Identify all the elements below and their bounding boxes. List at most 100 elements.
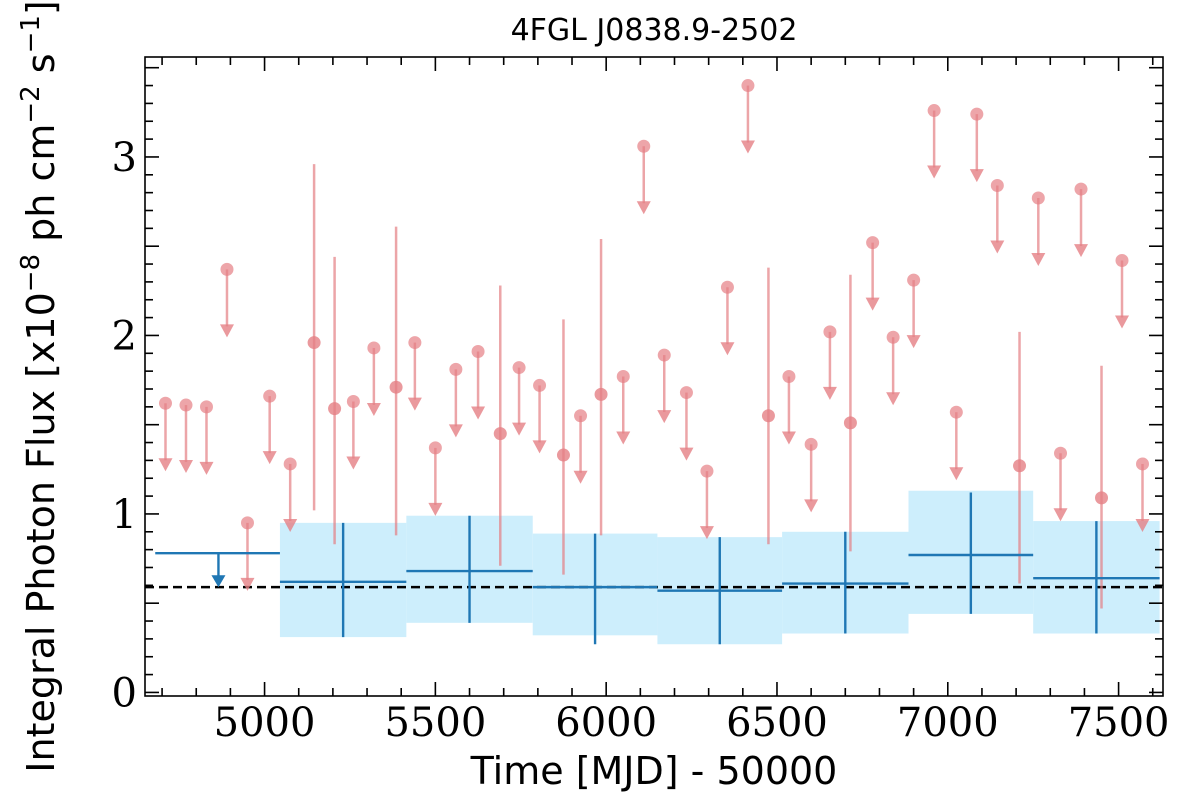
- fine-detection-point: [328, 402, 342, 416]
- fine-upper-limit-point: [346, 394, 360, 408]
- axis-ticks: [145, 57, 1163, 696]
- fine-upper-limit-point: [782, 370, 796, 383]
- fine-upper-limit-arrow: [366, 402, 381, 416]
- fine-upper-limit-arrow: [949, 467, 964, 481]
- fine-upper-limit-point: [804, 437, 818, 451]
- fine-upper-limit-arrow: [720, 342, 735, 356]
- axis-tick-labels: 5000 5500 6000 6500 7000 7500 0 1 2 3: [112, 135, 1170, 746]
- fine-upper-limit-point: [823, 325, 837, 339]
- fine-upper-limit-arrow: [781, 431, 796, 445]
- fine-upper-limit-point: [283, 457, 297, 471]
- fine-upper-limit-point: [367, 341, 381, 355]
- y-axis-title: Integral Photon Flux [x10−8 ph cm−2 s−1]: [16, 0, 63, 773]
- fine-upper-limit-arrow: [1031, 253, 1046, 267]
- fine-detection-point: [493, 427, 507, 441]
- fine-upper-limit-arrow: [199, 461, 214, 475]
- fine-upper-limit-arrow: [927, 165, 942, 179]
- coarse-bin-points: [155, 492, 1160, 645]
- fine-upper-limit-point: [512, 361, 526, 375]
- fine-upper-limit-arrow: [1115, 315, 1130, 329]
- fine-upper-limit-point: [240, 516, 254, 530]
- fine-detection-point: [594, 387, 608, 401]
- fine-upper-limit-point: [990, 179, 1004, 193]
- fine-upper-limit-point: [1136, 457, 1150, 471]
- fine-upper-limit-arrow: [906, 335, 921, 349]
- fine-upper-limit-point: [428, 441, 442, 455]
- fine-upper-limit-point: [720, 280, 734, 294]
- y-tick-label: 3: [112, 135, 137, 181]
- fine-upper-limit-arrow: [178, 460, 193, 474]
- x-tick-label: 6500: [726, 700, 828, 746]
- fine-upper-limit-arrow: [262, 451, 277, 465]
- fine-upper-limit-point: [616, 370, 630, 383]
- fine-upper-limit-arrow: [657, 410, 672, 424]
- fine-upper-limit-arrow: [512, 422, 527, 436]
- fine-upper-limit-arrow: [969, 169, 984, 183]
- fine-upper-limit-arrow: [240, 577, 255, 591]
- y-tick-label: 1: [112, 492, 137, 538]
- fine-upper-limit-arrow: [865, 297, 880, 311]
- fine-upper-limit-arrow: [699, 526, 714, 540]
- fine-upper-limit-point: [700, 464, 714, 478]
- fine-upper-limit-arrow: [616, 431, 631, 445]
- fine-upper-limit-point: [637, 139, 651, 153]
- fine-upper-limit-point: [1031, 191, 1045, 205]
- fine-upper-limit-arrow: [804, 499, 819, 513]
- fine-upper-limit-point: [179, 398, 193, 412]
- coarse-upper-limit-arrow: [211, 575, 226, 588]
- fine-upper-limit-point: [263, 389, 277, 403]
- fine-upper-limit-arrow: [448, 424, 463, 438]
- fine-upper-limit-point: [158, 396, 172, 410]
- fine-upper-limit-arrow: [158, 458, 173, 472]
- fine-upper-limit-point: [741, 79, 755, 93]
- fine-upper-limit-arrow: [1135, 518, 1150, 532]
- x-tick-label: 6000: [555, 700, 657, 746]
- fine-upper-limit-point: [927, 104, 941, 118]
- fine-upper-limit-point: [907, 273, 921, 287]
- fine-upper-limit-arrow: [679, 447, 694, 461]
- fine-upper-limit-arrow: [1053, 508, 1068, 522]
- y-tick-label: 0: [112, 670, 137, 716]
- fine-upper-limit-arrow: [886, 392, 901, 406]
- x-tick-label: 5000: [214, 700, 316, 746]
- fine-upper-limit-arrow: [532, 440, 547, 454]
- fine-upper-limit-point: [679, 386, 693, 400]
- fine-upper-limit-point: [1115, 253, 1129, 267]
- y-tick-label: 2: [112, 313, 137, 359]
- fine-detection-point: [843, 416, 857, 430]
- fine-upper-limit-point: [1054, 446, 1068, 460]
- fine-detection-point: [1013, 459, 1027, 473]
- fine-upper-limit-point: [970, 107, 984, 121]
- fine-upper-limit-point: [886, 330, 900, 344]
- fine-bin-points: [158, 79, 1150, 609]
- fine-upper-limit-arrow: [740, 140, 755, 154]
- fine-upper-limit-arrow: [990, 240, 1005, 254]
- x-tick-label: 5500: [384, 700, 486, 746]
- chart-title: 4FGL J0838.9-2502: [511, 13, 798, 48]
- fine-upper-limit-arrow: [636, 201, 651, 215]
- fine-upper-limit-arrow: [407, 397, 422, 411]
- fine-upper-limit-arrow: [822, 386, 837, 400]
- fine-detection-point: [761, 409, 775, 423]
- x-axis-title: Time [MJD] - 50000: [470, 749, 838, 793]
- fine-upper-limit-point: [949, 405, 963, 419]
- fine-upper-limit-arrow: [471, 406, 486, 420]
- fine-upper-limit-arrow: [346, 456, 361, 470]
- fine-upper-limit-arrow: [283, 518, 298, 532]
- x-tick-label: 7000: [897, 700, 999, 746]
- fine-detection-point: [1095, 491, 1109, 505]
- x-tick-label: 7500: [1068, 700, 1170, 746]
- fine-upper-limit-point: [866, 236, 880, 250]
- fine-upper-limit-point: [449, 362, 463, 376]
- fine-upper-limit-point: [657, 348, 671, 362]
- fine-detection-point: [389, 380, 403, 394]
- fine-upper-limit-point: [220, 262, 234, 276]
- fine-upper-limit-point: [533, 378, 547, 392]
- fine-upper-limit-arrow: [573, 470, 588, 484]
- fine-upper-limit-arrow: [428, 502, 443, 516]
- fine-upper-limit-arrow: [219, 324, 234, 338]
- fine-upper-limit-point: [1074, 182, 1088, 196]
- fine-detection-point: [307, 336, 321, 350]
- fine-upper-limit-point: [408, 336, 422, 350]
